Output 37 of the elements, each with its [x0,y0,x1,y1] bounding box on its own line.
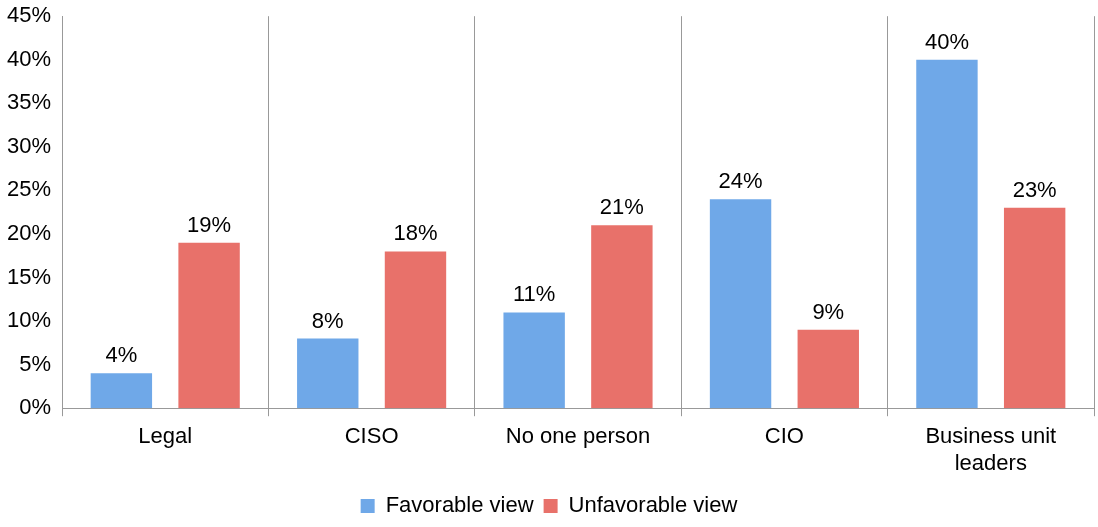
bar [797,329,859,409]
y-tick-label: 30% [6,132,52,158]
y-tick-label: 10% [6,307,52,333]
data-label: 4% [105,342,138,368]
x-tick-label: Business unit leaders [925,423,1057,475]
y-tick-label: 35% [6,89,52,115]
x-tick-label: CIO [764,423,804,449]
y-tick-label: 15% [6,263,52,289]
data-label: 19% [187,211,232,237]
y-tick-label: 0% [19,394,52,420]
y-tick-label: 40% [6,45,52,71]
data-label: 18% [393,220,438,246]
bar [503,312,565,409]
data-label: 8% [311,307,344,333]
y-tick-label: 20% [6,220,52,246]
bar [178,242,240,409]
x-tick-label: CISO [344,423,399,449]
bar [90,373,153,409]
x-tick-label: No one person [505,423,651,449]
legend-label: Favorable view [385,492,534,518]
data-label: 40% [924,28,969,54]
legend-label: Unfavorable view [568,492,738,518]
y-tick-label: 25% [6,176,52,202]
data-label: 21% [599,194,644,220]
bar [1003,207,1066,409]
bar [384,251,447,409]
bar [297,338,359,409]
data-label: 9% [812,298,845,324]
bar [709,199,772,409]
bar [591,225,653,409]
y-tick-label: 5% [19,350,52,376]
bar [916,59,978,409]
x-tick-label: Legal [138,423,193,449]
data-label: 24% [718,168,763,194]
y-tick-label: 45% [6,2,52,28]
data-label: 23% [1012,176,1057,202]
data-label: 11% [512,281,556,307]
